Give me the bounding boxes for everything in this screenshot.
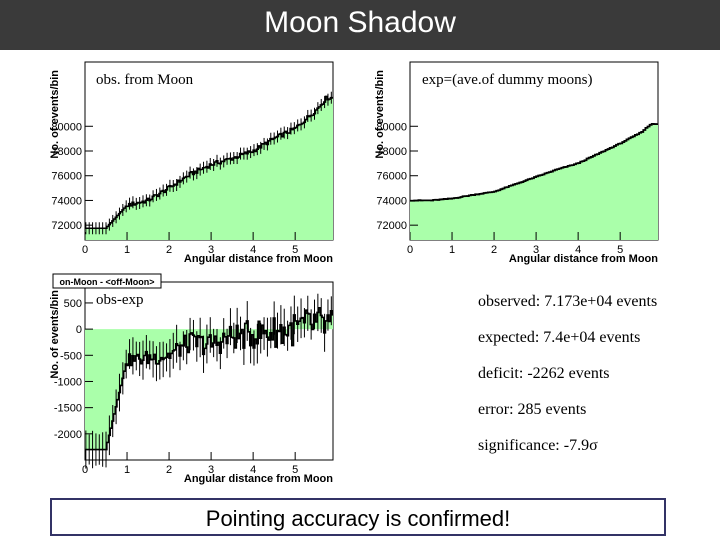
y-tick-label: 500 [64, 298, 82, 310]
y-tick-label: 78000 [376, 146, 407, 158]
x-tick-label: 3 [208, 464, 214, 476]
y-tick-label: -2000 [54, 429, 82, 441]
x-axis-label: Angular distance from Moon [509, 253, 658, 265]
x-tick-label: 4 [250, 244, 256, 256]
conclusion-box: Pointing accuracy is confirmed! [50, 498, 666, 536]
legend-label: obs-exp [96, 292, 144, 308]
x-tick-label: 2 [166, 244, 172, 256]
y-tick-label: 76000 [376, 171, 407, 183]
stats-panel: observed: 7.173e+04 events expected: 7.4… [478, 292, 708, 472]
x-tick-label: 0 [82, 464, 88, 476]
stat-expected: expected: 7.4e+04 events [478, 329, 641, 346]
series-area [410, 123, 658, 240]
title-bar: Moon Shadow [0, 0, 720, 50]
y-tick-label: 72000 [376, 220, 407, 232]
y-tick-label: -500 [60, 350, 82, 362]
y-tick-label: 80000 [51, 121, 82, 133]
conclusion-text: Pointing accuracy is confirmed! [205, 506, 511, 531]
y-tick-label: 74000 [376, 195, 407, 207]
y-tick-label: 80000 [376, 121, 407, 133]
x-tick-label: 2 [491, 244, 497, 256]
series-line [85, 95, 333, 230]
y-tick-label: -1500 [54, 403, 82, 415]
x-tick-label: 1 [124, 464, 130, 476]
x-tick-label: 1 [124, 244, 130, 256]
x-tick-label: 4 [250, 464, 256, 476]
plot-header-label: on-Moon - <off-Moon> [60, 277, 155, 287]
x-tick-label: 5 [292, 464, 298, 476]
y-tick-label: 0 [76, 324, 82, 336]
y-axis-label: No. of events/bin [374, 70, 386, 159]
stat-deficit: deficit: -2262 events [478, 365, 610, 382]
x-tick-label: 2 [166, 464, 172, 476]
y-tick-label: 78000 [51, 146, 82, 158]
plot-header-box [52, 273, 162, 289]
x-tick-label: 0 [407, 244, 413, 256]
series-line [85, 306, 333, 451]
x-axis-label: Angular distance from Moon [184, 473, 333, 485]
page-title: Moon Shadow [264, 6, 456, 39]
series-line [410, 122, 658, 202]
legend-label: obs. from Moon [96, 72, 194, 88]
y-tick-label: 72000 [51, 220, 82, 232]
y-tick-label: 74000 [51, 195, 82, 207]
y-tick-label: -1000 [54, 376, 82, 388]
x-tick-label: 5 [292, 244, 298, 256]
x-tick-label: 0 [82, 244, 88, 256]
y-axis-label: No. of events/bin [49, 70, 61, 159]
stat-observed: observed: 7.173e+04 events [478, 293, 658, 310]
x-tick-label: 3 [208, 244, 214, 256]
y-axis-label: No. of events/bin [49, 290, 61, 379]
x-tick-label: 1 [449, 244, 455, 256]
x-tick-label: 4 [575, 244, 581, 256]
series-area [85, 307, 333, 450]
stat-error: error: 285 events [478, 401, 587, 418]
x-tick-label: 3 [533, 244, 539, 256]
y-tick-label: 76000 [51, 171, 82, 183]
legend-label: exp=(ave.of dummy moons) [422, 72, 593, 88]
stat-significance: significance: -7.9σ [478, 437, 598, 454]
x-tick-label: 5 [617, 244, 623, 256]
x-axis-label: Angular distance from Moon [184, 253, 333, 265]
